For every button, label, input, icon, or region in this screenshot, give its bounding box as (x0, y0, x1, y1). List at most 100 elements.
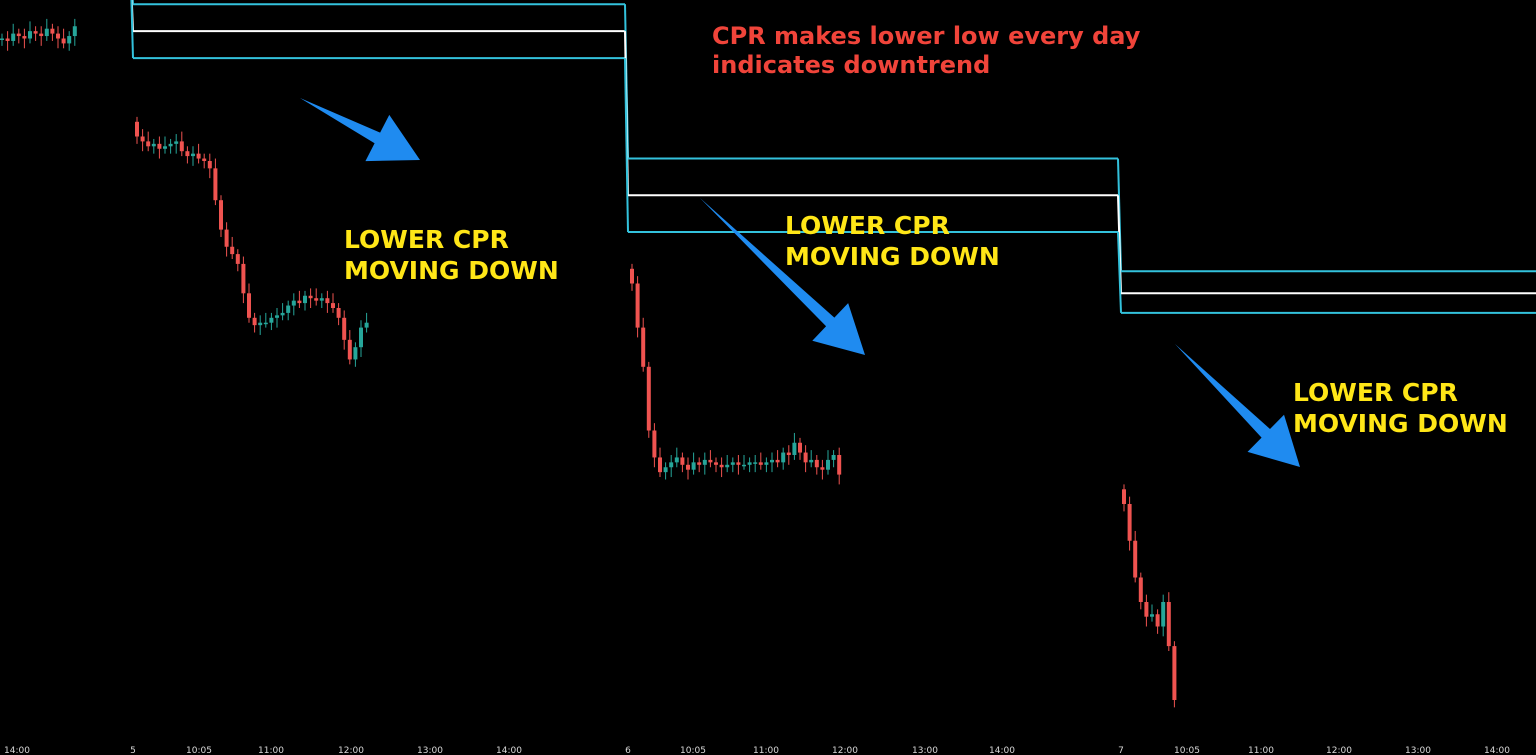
candle-body (263, 322, 268, 325)
candle-body (691, 462, 696, 470)
x-tick-label: 13:00 (1405, 746, 1431, 755)
x-tick-label: 12:00 (1326, 746, 1352, 755)
candle-body (364, 322, 369, 328)
candle-body (44, 28, 49, 37)
candle-body (39, 33, 44, 37)
candle-body (770, 459, 774, 463)
candle-body (820, 467, 825, 470)
x-tick-label: 10:05 (186, 746, 212, 755)
candle-body (191, 153, 195, 157)
cpr-transition-line (624, 58, 629, 233)
candle-body (28, 31, 32, 39)
candle-body (50, 28, 55, 34)
candle-body (61, 38, 66, 44)
candle-body (314, 298, 319, 301)
candle-body (179, 141, 184, 152)
candle-body (67, 36, 72, 44)
candle-body (213, 168, 218, 201)
x-tick-label: 13:00 (912, 746, 938, 755)
x-tick-label: 10:05 (1174, 746, 1200, 755)
candle-body (224, 229, 229, 247)
candle-body (786, 452, 791, 455)
candle-body (663, 467, 668, 473)
candle-body (764, 462, 769, 465)
candle-body (1133, 540, 1138, 578)
candles-layer (0, 18, 1177, 708)
x-tick-label: 12:00 (338, 746, 364, 755)
x-tick-label: 11:00 (258, 746, 284, 755)
candle-body (630, 268, 634, 284)
candle-body (303, 295, 307, 304)
cpr-layer (130, 0, 1536, 314)
candle-body (674, 457, 679, 463)
candle-body (16, 33, 21, 37)
cpr-transition-line (1117, 232, 1122, 313)
candle-body (22, 36, 27, 39)
candle-body (297, 300, 302, 304)
candle-body (1161, 602, 1166, 627)
lower-cpr-label-2: LOWER CPR MOVING DOWN (785, 211, 1000, 271)
annotation-arrow-3 (1175, 344, 1300, 467)
candle-body (331, 303, 335, 308)
candle-body (1166, 602, 1171, 647)
candle-body (635, 283, 640, 328)
candle-body (837, 455, 842, 475)
candle-body (230, 246, 235, 255)
x-tick-label: 10:05 (680, 746, 706, 755)
candle-body (308, 295, 313, 299)
candle-body (11, 33, 16, 41)
candle-body (730, 462, 735, 465)
candle-body (269, 317, 274, 323)
candle-body (135, 121, 139, 137)
candle-body (798, 442, 802, 453)
candle-body (347, 339, 352, 360)
candle-body (0, 38, 4, 40)
candle-body (1144, 602, 1149, 617)
candle-body (1155, 614, 1160, 627)
candle-body (669, 462, 674, 468)
candle-body (809, 459, 814, 463)
candle-body (157, 143, 162, 149)
candle-body (803, 452, 808, 463)
candle-body (781, 452, 786, 463)
candle-body (252, 317, 257, 326)
candle-body (219, 200, 223, 230)
x-axis: 14:00 5 10:05 11:00 12:00 13:00 14:00 6 10:05 11:… (4, 746, 1510, 755)
candle-body (747, 462, 752, 465)
x-tick-label: 11:00 (1248, 746, 1274, 755)
x-tick-label: 14:00 (496, 746, 522, 755)
annotation-arrow-2 (700, 198, 865, 355)
candle-body (174, 141, 179, 144)
candle-body (1150, 614, 1154, 617)
candle-body (736, 462, 741, 465)
candle-body (275, 315, 279, 318)
candle-body (1138, 577, 1143, 602)
candle-body (697, 462, 702, 465)
candle-body (719, 464, 724, 468)
candle-body (775, 459, 780, 463)
x-tick-label: 11:00 (753, 746, 779, 755)
lower-cpr-label-1: LOWER CPR MOVING DOWN (344, 225, 559, 285)
candle-body (658, 457, 662, 473)
candle-body (792, 442, 797, 455)
candle-body (319, 298, 324, 301)
cpr-transition-line (130, 0, 134, 59)
candle-body (652, 430, 657, 458)
candle-body (708, 459, 713, 463)
candle-body (680, 457, 685, 465)
candle-body (140, 136, 145, 142)
candle-body (168, 143, 173, 147)
candle-body (72, 26, 77, 37)
arrows-layer (300, 98, 1300, 467)
x-tick-label: 6 (625, 746, 631, 755)
x-tick-label: 14:00 (4, 746, 30, 755)
annotation-arrow-1 (300, 98, 420, 162)
candle-body (641, 327, 646, 367)
x-tick-label: 13:00 (417, 746, 443, 755)
candle-body (742, 464, 746, 467)
candle-body (758, 462, 763, 465)
candle-body (714, 462, 718, 465)
candle-body (725, 464, 730, 468)
downtrend-note: CPR makes lower low every day indicates … (712, 22, 1141, 79)
candle-body (151, 143, 156, 147)
